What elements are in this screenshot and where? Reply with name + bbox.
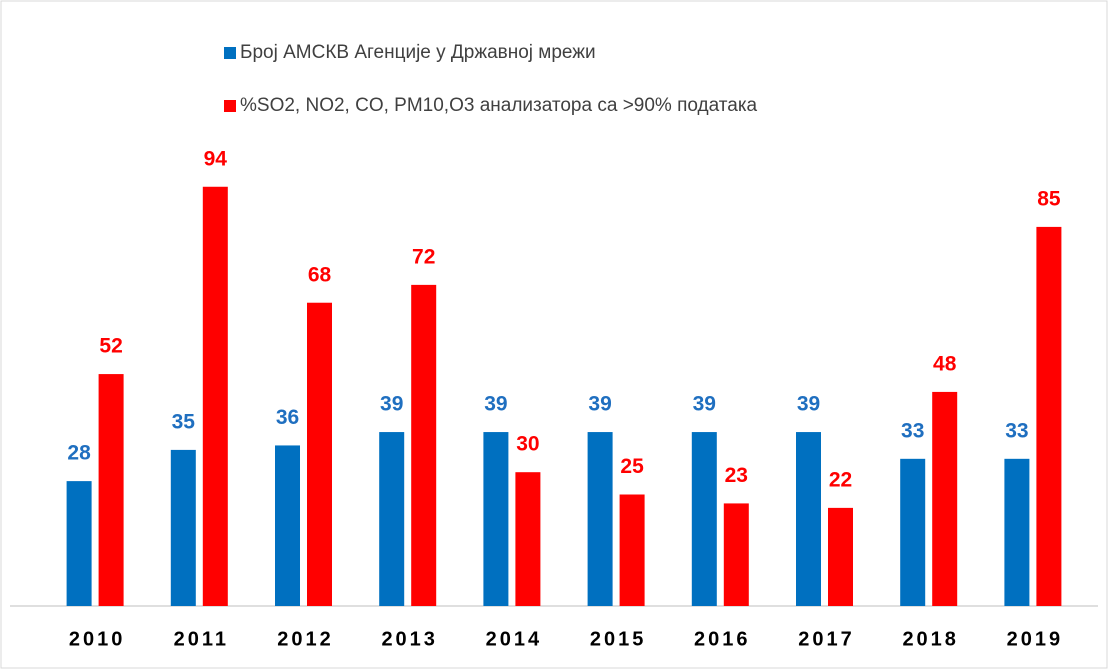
value-label: 22	[829, 468, 852, 491]
bar	[307, 302, 332, 606]
bar	[98, 374, 124, 606]
bar	[379, 432, 405, 606]
bar	[587, 432, 613, 606]
x-tick-label: 2012	[277, 628, 334, 650]
legend-swatch	[224, 47, 236, 59]
value-label: 28	[67, 442, 91, 465]
bar	[202, 186, 228, 606]
bar	[828, 507, 853, 606]
x-tick-label: 2011	[174, 628, 229, 650]
x-tick-label: 2013	[381, 628, 438, 650]
value-label: 35	[172, 410, 196, 433]
legend-label: Број АМСКВ Агенције у Државној мрежи	[240, 42, 596, 63]
value-label: 39	[484, 393, 507, 416]
bar	[691, 432, 717, 606]
bar	[619, 494, 645, 606]
value-label: 23	[725, 464, 748, 487]
bar	[483, 432, 509, 606]
bar	[411, 284, 437, 606]
value-label: 72	[412, 245, 435, 268]
bar	[796, 432, 821, 606]
value-label: 33	[1005, 419, 1028, 442]
value-label: 25	[620, 455, 644, 478]
legend-label: %SO2, NO2, CO, PM10,O3 анализатора са >9…	[240, 95, 758, 116]
value-label: 52	[99, 335, 122, 358]
value-label: 68	[308, 263, 332, 286]
bar	[66, 481, 92, 606]
value-label: 39	[693, 393, 716, 416]
bar	[170, 449, 196, 606]
value-label: 94	[204, 147, 228, 170]
x-tick-label: 2015	[590, 628, 647, 650]
value-label: 36	[276, 406, 299, 429]
bar	[932, 391, 958, 606]
bar	[515, 472, 541, 606]
x-tick-label: 2014	[486, 628, 543, 650]
value-label: 39	[797, 393, 820, 416]
value-label: 48	[933, 352, 957, 375]
x-tick-label: 2016	[694, 628, 751, 650]
bar	[1036, 226, 1062, 606]
value-label: 85	[1037, 187, 1061, 210]
x-tick-label: 2017	[798, 628, 855, 650]
value-label: 39	[588, 393, 611, 416]
x-tick-label: 2019	[1007, 628, 1064, 650]
legend-swatch	[224, 100, 236, 112]
bar	[900, 458, 926, 606]
x-tick-label: 2010	[69, 628, 126, 650]
bar	[1004, 458, 1030, 606]
bar	[723, 503, 749, 606]
value-label: 39	[380, 393, 403, 416]
value-label: 30	[516, 433, 539, 456]
value-label: 33	[901, 419, 924, 442]
x-tick-label: 2018	[902, 628, 959, 650]
bar	[275, 445, 300, 606]
